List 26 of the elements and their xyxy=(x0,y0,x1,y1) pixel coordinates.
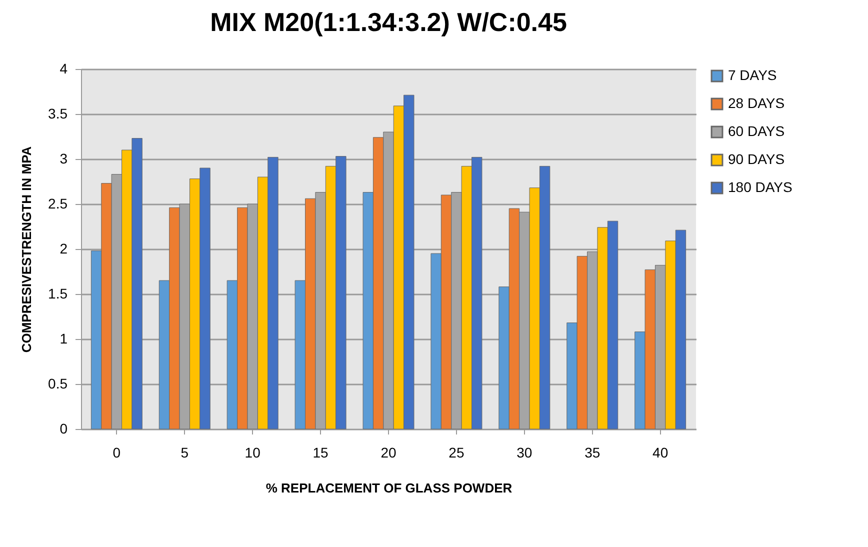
y-tick-label: 2.5 xyxy=(48,196,68,212)
x-tick-label: 10 xyxy=(244,444,261,460)
legend-label: 7 DAYS xyxy=(728,67,777,83)
y-tick-label: 1 xyxy=(60,330,68,346)
y-axis-title: COMPRESIVESTRENGTH IN MPA xyxy=(19,146,34,353)
x-axis-title: % REPLACEMENT OF GLASS POWDER xyxy=(266,480,513,496)
y-tick-label: 2 xyxy=(60,240,68,256)
y-tick-label: 4 xyxy=(60,60,68,76)
legend-label: 180 DAYS xyxy=(728,179,792,195)
chart-title: MIX M20(1:1.34:3.2) W/C:0.45 xyxy=(210,7,567,37)
y-tick-label: 3 xyxy=(60,150,68,166)
y-tick-label: 0 xyxy=(60,420,68,436)
legend-label: 28 DAYS xyxy=(728,95,785,111)
legend-label: 90 DAYS xyxy=(728,151,785,167)
x-tick-label: 25 xyxy=(448,444,464,460)
x-tick-label: 15 xyxy=(312,444,329,460)
y-tick-label: 0.5 xyxy=(48,376,68,392)
y-tick-label: 3.5 xyxy=(48,106,68,122)
y-tick-label: 1.5 xyxy=(48,286,68,302)
x-tick-label: 30 xyxy=(516,444,532,460)
x-tick-label: 20 xyxy=(380,444,396,460)
x-tick-label: 0 xyxy=(112,444,121,460)
x-tick-label: 35 xyxy=(584,444,600,460)
legend-label: 60 DAYS xyxy=(728,123,785,139)
x-tick-label: 40 xyxy=(652,444,668,460)
x-tick-label: 5 xyxy=(180,444,189,460)
